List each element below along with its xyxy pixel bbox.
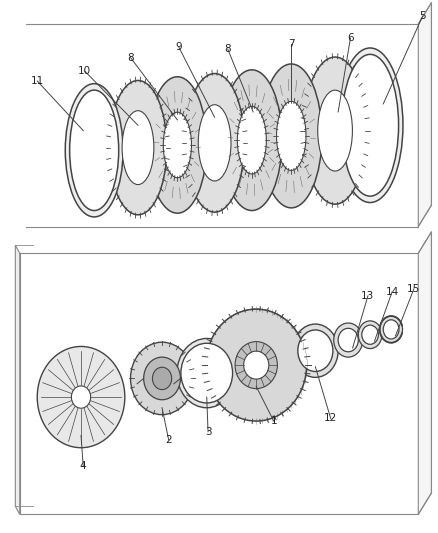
Ellipse shape [148,77,207,213]
Ellipse shape [338,328,358,352]
Text: 8: 8 [127,53,134,62]
Ellipse shape [198,104,231,181]
Text: 12: 12 [324,414,337,423]
Text: 8: 8 [224,44,231,54]
Polygon shape [15,245,20,514]
Ellipse shape [342,54,399,196]
Ellipse shape [261,64,322,208]
Polygon shape [418,232,431,514]
Ellipse shape [318,90,353,171]
Ellipse shape [276,101,306,171]
Ellipse shape [383,320,399,339]
Polygon shape [418,3,431,227]
Ellipse shape [177,338,237,408]
Ellipse shape [293,324,338,377]
Text: 14: 14 [385,287,399,297]
Ellipse shape [334,323,363,357]
Ellipse shape [37,346,125,448]
Ellipse shape [181,343,233,403]
Text: 10: 10 [78,66,91,76]
Ellipse shape [237,107,266,174]
Text: 1: 1 [270,416,277,426]
Text: 3: 3 [205,427,212,437]
Ellipse shape [71,386,91,408]
Ellipse shape [144,357,180,400]
Ellipse shape [163,112,191,177]
Text: 15: 15 [407,284,420,294]
Ellipse shape [222,70,282,211]
Ellipse shape [65,84,123,217]
Ellipse shape [358,321,382,349]
Ellipse shape [298,330,333,372]
Ellipse shape [70,90,119,211]
Ellipse shape [185,74,244,212]
Ellipse shape [304,57,367,204]
Ellipse shape [337,48,403,203]
Ellipse shape [362,325,378,344]
Ellipse shape [109,80,167,215]
Text: 7: 7 [288,39,295,49]
Text: 5: 5 [419,11,426,21]
Ellipse shape [235,342,277,389]
Text: 4: 4 [80,462,87,471]
Text: 11: 11 [31,76,44,86]
Ellipse shape [206,309,307,421]
Text: 9: 9 [175,42,182,52]
Text: 6: 6 [347,34,354,43]
Ellipse shape [122,111,154,184]
Text: 2: 2 [165,435,172,445]
Text: 13: 13 [361,291,374,301]
Ellipse shape [380,316,403,343]
Ellipse shape [131,342,194,415]
Ellipse shape [244,351,269,379]
Ellipse shape [152,367,172,390]
